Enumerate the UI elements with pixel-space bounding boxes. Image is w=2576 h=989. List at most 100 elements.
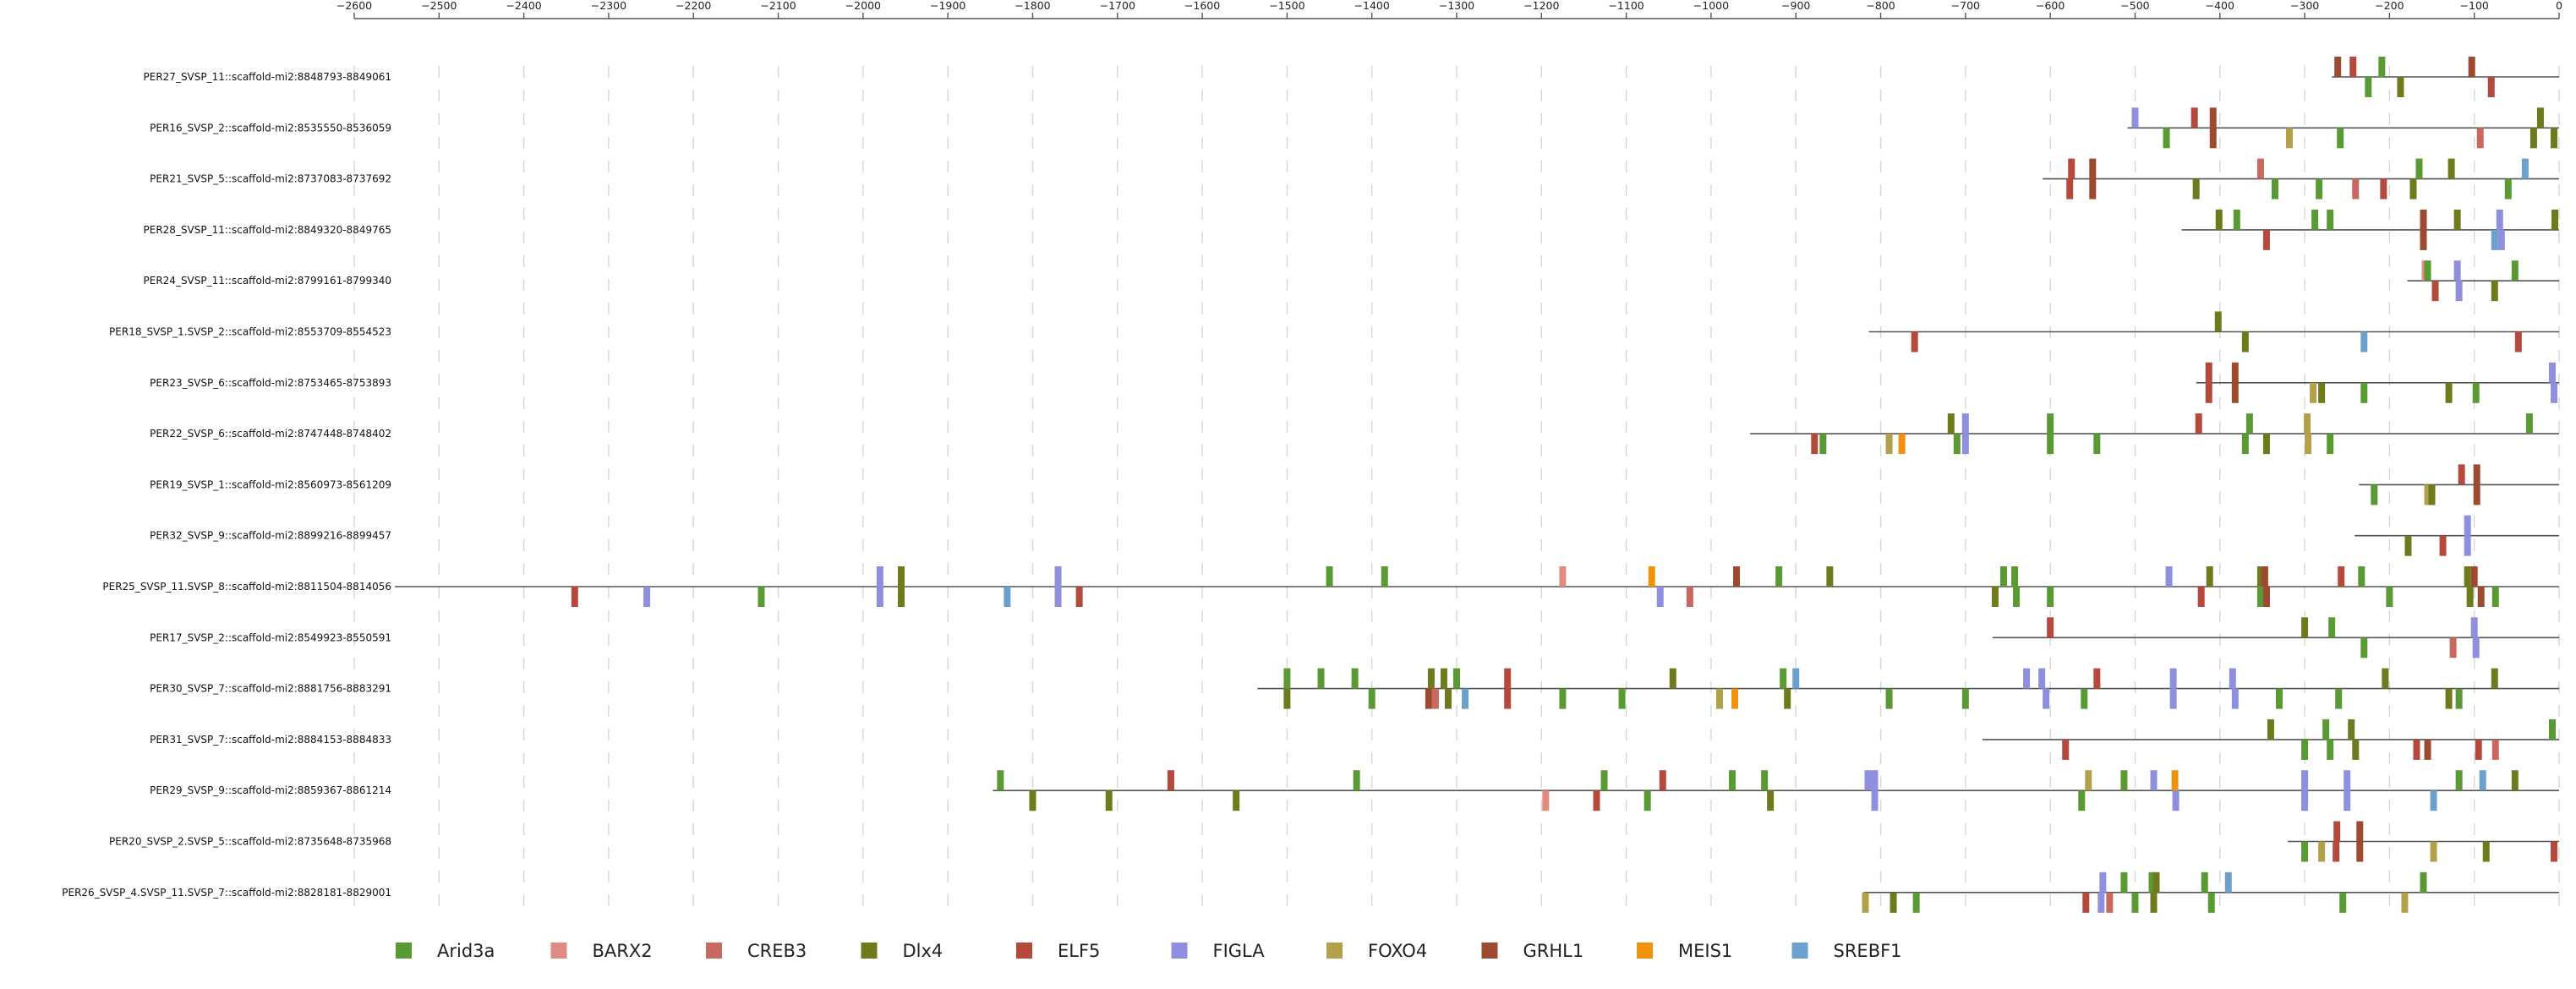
motif-dlx4-mark — [2491, 281, 2498, 302]
motif-dlx4-mark — [1947, 413, 1955, 434]
motif-srebf1-mark — [2430, 790, 2437, 811]
sequence-track: PER25_SVSP_11.SVSP_8::scaffold-mi2:88115… — [102, 566, 2559, 607]
motif-elf5-mark — [2333, 821, 2341, 842]
motif-arid3a-mark — [2378, 57, 2386, 77]
motif-foxo4-mark — [2304, 413, 2311, 434]
sequence-track: PER17_SVSP_2::scaffold-mi2:8549923-85505… — [150, 617, 2559, 658]
motif-foxo4-mark — [1862, 892, 1869, 913]
motif-grhl1-mark — [2334, 57, 2342, 77]
motif-foxo4-mark — [2401, 892, 2409, 913]
motif-elf5-mark — [2475, 739, 2482, 760]
motif-arid3a-mark — [1453, 668, 1460, 689]
motif-elf5-mark — [2262, 229, 2270, 250]
motif-arid3a-mark — [2011, 566, 2019, 587]
motif-arid3a-mark — [2245, 413, 2253, 434]
sequence-label: PER24_SVSP_11::scaffold-mi2:8799161-8799… — [144, 275, 391, 287]
motif-dlx4-mark — [2550, 128, 2557, 149]
sequence-label: PER26_SVSP_4.SVSP_11.SVSP_7::scaffold-mi… — [62, 887, 391, 899]
axis-tick-label: −2300 — [591, 0, 626, 12]
motif-arid3a-mark — [1819, 434, 1827, 455]
legend-label: FOXO4 — [1368, 941, 1427, 961]
motif-grhl1-mark — [2209, 107, 2217, 128]
legend-label: CREB3 — [747, 941, 807, 961]
motif-arid3a-mark — [2511, 260, 2519, 281]
motif-foxo4-mark — [2286, 128, 2294, 149]
axis-tick-label: −2100 — [760, 0, 796, 12]
motif-arid3a-mark — [2371, 484, 2378, 505]
motif-foxo4-mark — [2318, 841, 2326, 862]
axis-tick-label: −400 — [2206, 0, 2234, 12]
motif-dlx4-mark — [2301, 617, 2309, 638]
motif-arid3a-mark — [2504, 178, 2512, 199]
motif-foxo4-mark — [1885, 434, 1893, 455]
motif-dlx4-mark — [2511, 770, 2519, 791]
motif-elf5-mark — [2550, 841, 2557, 862]
motif-elf5-mark — [2195, 413, 2202, 434]
motif-dlx4-mark — [1890, 892, 1897, 913]
sequence-label: PER29_SVSP_9::scaffold-mi2:8859367-88612… — [150, 784, 391, 796]
motif-elf5-mark — [2349, 57, 2357, 77]
motif-elf5-mark — [2093, 668, 2101, 689]
grid-lines — [353, 66, 2560, 910]
motif-figla-mark — [1054, 566, 1062, 587]
motif-arid3a-mark — [2301, 739, 2309, 760]
motif-figla-mark — [2150, 770, 2158, 791]
motif-arid3a-mark — [2360, 382, 2368, 403]
motif-arid3a-mark — [2233, 209, 2240, 230]
motif-dlx4-mark — [1991, 587, 1999, 607]
legend-item: FOXO4 — [1326, 941, 1427, 961]
sequence-track: PER20_SVSP_2.SVSP_5::scaffold-mi2:873564… — [109, 821, 2559, 862]
motif-elf5-mark — [2205, 382, 2212, 403]
motif-arid3a-mark — [1351, 668, 1359, 689]
legend-label: GRHL1 — [1523, 941, 1584, 961]
motif-creb3-mark — [1686, 587, 1693, 607]
motif-grhl1-mark — [1425, 688, 1432, 709]
motif-arid3a-mark — [2241, 434, 2249, 455]
motif-elf5-mark — [1504, 688, 1512, 709]
motif-figla-mark — [2301, 790, 2309, 811]
motif-figla-mark — [2172, 790, 2179, 811]
sequence-track: PER32_SVSP_9::scaffold-mi2:8899216-88994… — [150, 515, 2559, 556]
legend-item: SREBF1 — [1791, 941, 1902, 961]
motif-srebf1-mark — [1004, 587, 1011, 607]
motif-figla-mark — [876, 587, 883, 607]
motif-arid3a-mark — [1953, 434, 1961, 455]
sequence-label: PER31_SVSP_7::scaffold-mi2:8884153-88848… — [150, 734, 391, 746]
motif-barx2-mark — [1559, 566, 1567, 587]
motif-grhl1-mark — [2477, 587, 2485, 607]
motif-grhl1-mark — [2231, 382, 2239, 403]
motif-elf5-mark — [2514, 331, 2522, 352]
motif-figla-mark — [2470, 617, 2478, 638]
motif-creb3-mark — [2352, 178, 2360, 199]
motif-figla-mark — [643, 587, 651, 607]
motif-dlx4-mark — [2491, 668, 2498, 689]
motif-dlx4-mark — [2397, 77, 2404, 97]
motif-foxo4-mark — [2424, 484, 2431, 505]
motif-dlx4-mark — [2262, 434, 2270, 455]
motif-creb3-mark — [1431, 688, 1439, 709]
motif-elf5-mark — [2066, 178, 2074, 199]
motif-grhl1-mark — [2231, 362, 2239, 383]
motif-arid3a-mark — [2339, 892, 2347, 913]
motif-arid3a-mark — [1912, 892, 1920, 913]
motif-grhl1-mark — [2424, 739, 2431, 760]
legend-item: BARX2 — [550, 941, 653, 961]
motif-dlx4-mark — [2466, 587, 2474, 607]
axis-tick-label: −100 — [2460, 0, 2489, 12]
motif-dlx4-mark — [2206, 566, 2213, 587]
motif-dlx4-mark — [2551, 209, 2558, 230]
legend-swatch — [1481, 943, 1498, 959]
motif-arid3a-mark — [2322, 719, 2330, 740]
axis-tick-label: −800 — [1866, 0, 1895, 12]
motif-figla-mark — [2043, 688, 2050, 709]
motif-figla-mark — [2131, 107, 2139, 128]
motif-foxo4-mark — [2310, 382, 2317, 403]
sequence-track: PER18_SVSP_1.SVSP_2::scaffold-mi2:855370… — [109, 311, 2559, 352]
axis-tick-label: −1600 — [1184, 0, 1220, 12]
legend: Arid3a BARX2 CREB3 Dlx4 ELF5 FIGLA FOXO4 GRHL1 M… — [396, 941, 1902, 961]
sequence-track: PER16_SVSP_2::scaffold-mi2:8535550-85360… — [150, 107, 2559, 149]
motif-arid3a-mark — [2256, 587, 2264, 607]
motif-arid3a-mark — [1961, 688, 1969, 709]
sequence-label: PER19_SVSP_1::scaffold-mi2:8560973-85612… — [150, 478, 391, 490]
